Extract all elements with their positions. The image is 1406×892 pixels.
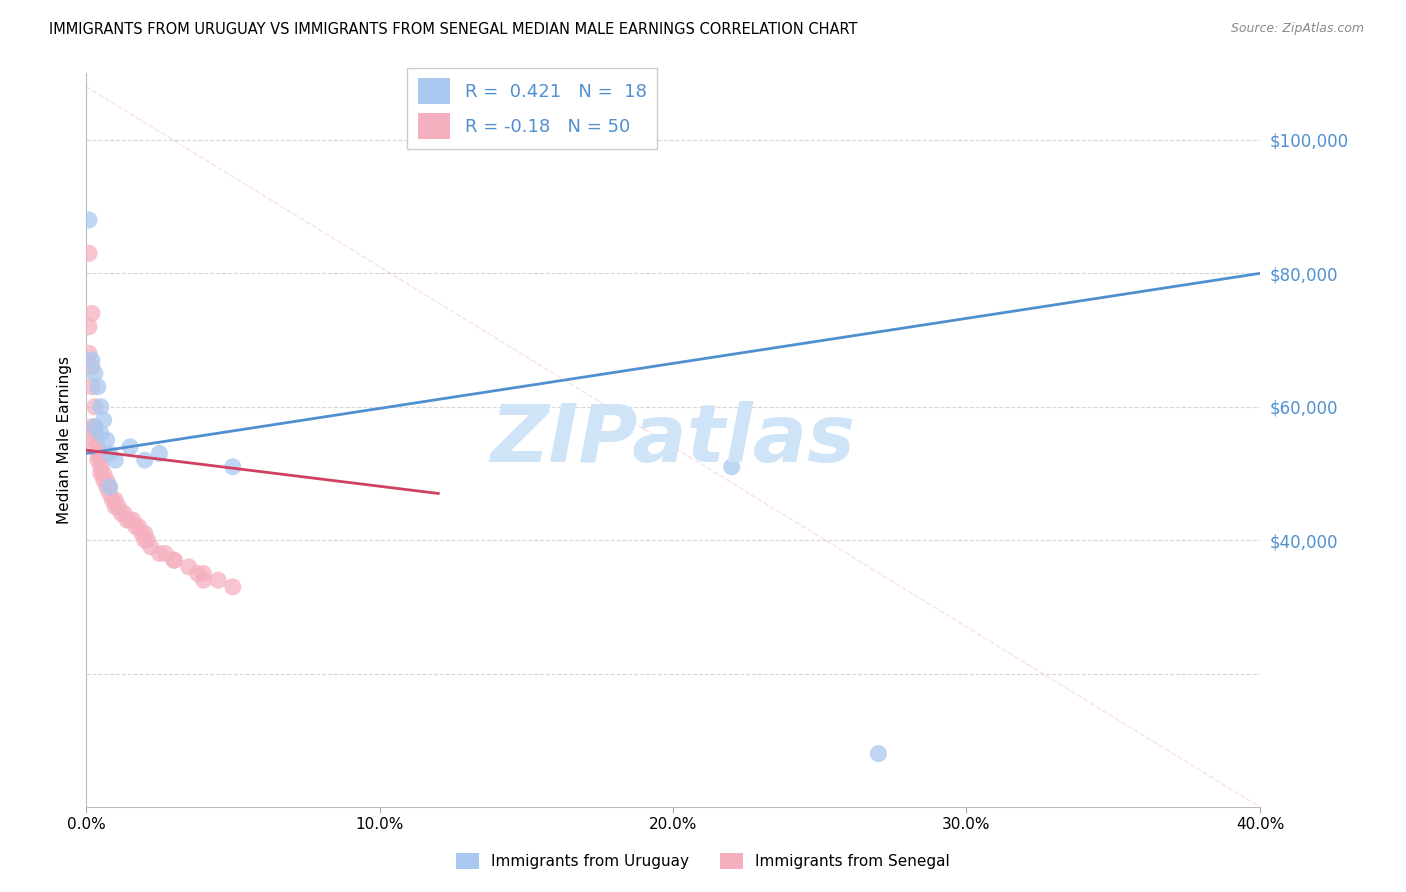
Point [104,453,127,467]
Point [98,446,121,460]
Point [93,467,115,481]
Point [83,426,105,441]
Point [77,246,100,260]
Point [90,453,112,467]
Point [93,413,115,427]
Point [115,513,138,527]
Point [77,319,100,334]
Point [122,513,145,527]
Point [222,459,245,474]
Point [87,380,110,394]
Point [163,553,186,567]
Point [155,547,177,561]
Point [80,359,103,374]
Point [90,467,112,481]
Point [120,440,142,454]
Legend: Immigrants from Uruguay, Immigrants from Senegal: Immigrants from Uruguay, Immigrants from… [450,847,956,875]
Point [110,507,132,521]
Point [163,553,186,567]
Point [98,480,121,494]
Text: ZIPatlas: ZIPatlas [491,401,855,479]
Point [96,473,118,487]
Point [77,346,100,360]
Point [90,426,112,441]
Point [193,573,215,587]
Point [83,367,105,381]
Point [112,507,135,521]
Point [193,566,215,581]
Point [90,400,112,414]
Point [101,493,124,508]
Point [96,433,118,447]
Point [80,353,103,368]
Point [83,400,105,414]
Point [720,459,742,474]
Point [90,459,112,474]
Text: Source: ZipAtlas.com: Source: ZipAtlas.com [1230,22,1364,36]
Point [87,446,110,460]
Point [83,419,105,434]
Point [87,453,110,467]
Point [104,500,127,514]
Point [83,419,105,434]
Point [207,573,229,587]
Point [128,520,150,534]
Point [868,747,890,761]
Point [107,500,129,514]
Point [134,526,156,541]
Point [139,540,162,554]
Point [177,559,200,574]
Point [187,566,209,581]
Point [80,380,103,394]
Point [87,440,110,454]
Point [83,440,105,454]
Y-axis label: Median Male Earnings: Median Male Earnings [58,356,72,524]
Legend: R =  0.421   N =  18, R = -0.18   N = 50: R = 0.421 N = 18, R = -0.18 N = 50 [406,68,658,149]
Point [98,486,121,500]
Text: IMMIGRANTS FROM URUGUAY VS IMMIGRANTS FROM SENEGAL MEDIAN MALE EARNINGS CORRELAT: IMMIGRANTS FROM URUGUAY VS IMMIGRANTS FR… [49,22,858,37]
Point [120,513,142,527]
Point [77,213,100,227]
Point [96,480,118,494]
Point [93,473,115,487]
Point [131,526,153,541]
Point [136,533,159,548]
Point [104,493,127,508]
Point [125,520,148,534]
Point [134,453,156,467]
Point [98,480,121,494]
Point [134,533,156,548]
Point [80,306,103,320]
Point [80,419,103,434]
Point [83,433,105,447]
Point [148,446,170,460]
Point [148,547,170,561]
Point [222,580,245,594]
